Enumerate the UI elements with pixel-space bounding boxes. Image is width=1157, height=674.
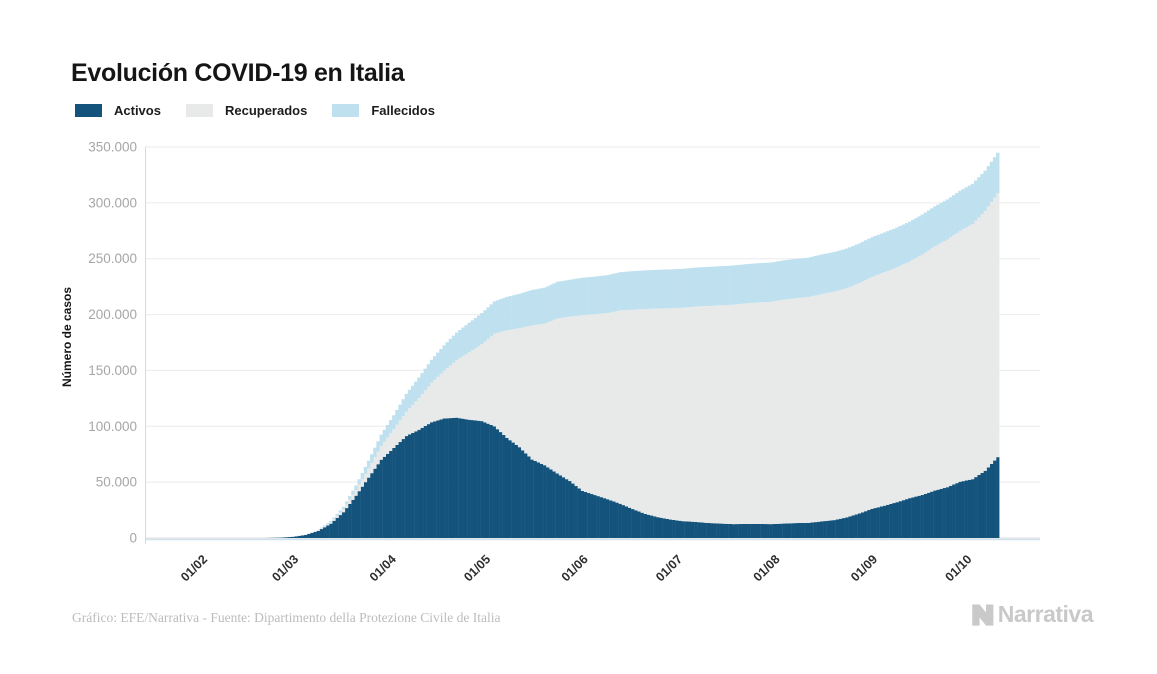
legend-label-recuperados: Recuperados (224, 103, 308, 118)
y-tick-label: 350.000 (88, 140, 137, 155)
narrativa-logo-icon (972, 603, 994, 626)
series-activos (266, 417, 1000, 538)
y-tick-label: 0 (129, 531, 137, 546)
y-tick-label: 250.000 (88, 251, 137, 266)
narrativa-brand: Narrativa (969, 601, 1094, 628)
legend-item-activos: Activos (75, 103, 161, 118)
legend-label-activos: Activos (114, 103, 161, 118)
x-tick-labels: 01/02 01/03 01/04 01/05 01/06 01/07 01/08 01/09… (178, 552, 974, 584)
x-tick-label: 01/04 (367, 552, 399, 584)
x-tick-label: 01/09 (848, 552, 880, 584)
series-recuperados (281, 193, 1000, 538)
x-tick-label: 01/02 (178, 552, 210, 584)
series-fallecidos (272, 152, 1000, 538)
x-tick-label: 01/08 (751, 552, 783, 584)
legend-item-recuperados: Recuperados (185, 103, 308, 118)
legend-swatch-activos (75, 104, 102, 117)
y-tick-label: 100.000 (88, 419, 137, 434)
legend-swatch-recuperados (185, 104, 213, 117)
page-title: Evolución COVID-19 en Italia (71, 58, 405, 87)
y-tick-labels: 0 50.000 100.000 150.000 200.000 250.000 300.0… (88, 140, 137, 546)
y-tick-label: 300.000 (88, 195, 137, 210)
y-tick-label: 50.000 (96, 475, 137, 490)
x-tick-label: 01/05 (461, 552, 493, 584)
source-credit: Gráfico: EFE/Narrativa - Fuente: Diparti… (72, 610, 501, 625)
x-tick-label: 01/03 (269, 552, 301, 584)
chart-legend: Activos Recuperados Fallecidos (75, 103, 460, 118)
legend-item-fallecidos: Fallecidos (332, 103, 435, 118)
x-tick-label: 01/07 (653, 552, 685, 584)
x-tick-label: 01/06 (559, 552, 591, 584)
brand-name: Narrativa (997, 601, 1094, 627)
x-tick-label: 01/10 (943, 552, 975, 584)
legend-label-fallecidos: Fallecidos (371, 103, 435, 118)
y-tick-label: 150.000 (88, 363, 137, 378)
legend-swatch-fallecidos (332, 104, 360, 117)
y-tick-label: 200.000 (88, 307, 137, 322)
